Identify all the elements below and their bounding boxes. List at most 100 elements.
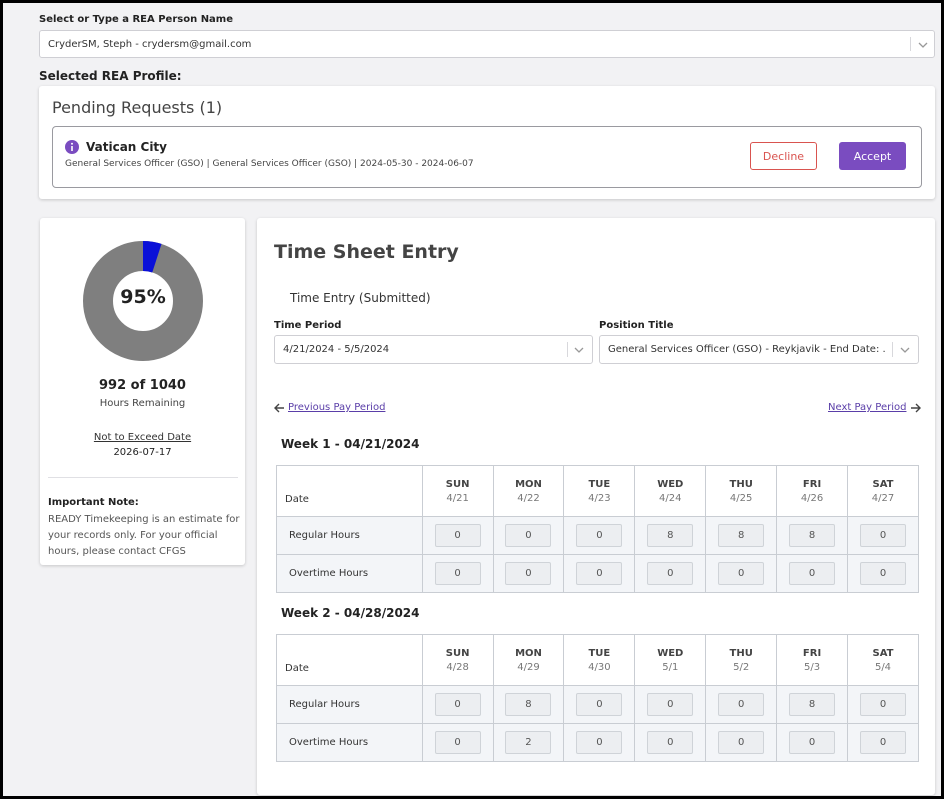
day-header: FRI 4/26 xyxy=(776,465,848,517)
day-name: WED xyxy=(657,478,684,490)
request-location: Vatican City xyxy=(86,140,167,154)
day-name: THU xyxy=(729,647,753,659)
regular-hours-input[interactable]: 8 xyxy=(789,524,836,547)
regular-hours-input[interactable]: 0 xyxy=(860,693,906,716)
day-date: 4/25 xyxy=(729,492,753,504)
pending-request-item: Vatican City General Services Officer (G… xyxy=(52,126,922,188)
overtime-hours-input[interactable]: 0 xyxy=(647,562,694,585)
overtime-hours-input[interactable]: 0 xyxy=(718,731,765,754)
overtime-hours-input[interactable]: 0 xyxy=(576,562,623,585)
pending-requests-card: Pending Requests (1) Vatican City Genera… xyxy=(39,86,935,199)
accept-button[interactable]: Accept xyxy=(839,142,906,170)
overtime-hours-input[interactable]: 2 xyxy=(505,731,552,754)
day-name: WED xyxy=(657,647,684,659)
overtime-hours-input[interactable]: 0 xyxy=(789,562,836,585)
day-date: 4/27 xyxy=(871,492,895,504)
chevron-down-icon[interactable] xyxy=(917,39,929,51)
previous-pay-period-label[interactable]: Previous Pay Period xyxy=(288,402,386,413)
day-header: WED 5/1 xyxy=(634,634,707,686)
regular-hours-input[interactable]: 0 xyxy=(434,524,481,547)
overtime-hours-input[interactable]: 0 xyxy=(505,562,552,585)
overtime-hours-input[interactable]: 0 xyxy=(647,731,694,754)
day-date: 4/26 xyxy=(800,492,824,504)
regular-hours-input[interactable]: 0 xyxy=(647,693,694,716)
regular-hours-input[interactable]: 0 xyxy=(576,524,623,547)
day-date: 4/23 xyxy=(588,492,611,504)
day-name: SUN xyxy=(445,647,470,659)
chevron-down-icon[interactable] xyxy=(899,344,911,356)
regular-hours-label: Regular Hours xyxy=(276,685,423,724)
nte-label: Not to Exceed Date xyxy=(93,432,192,443)
overtime-hours-label: Overtime Hours xyxy=(276,554,423,593)
day-header: SUN 4/28 xyxy=(421,634,494,686)
overtime-hours-row: Overtime Hours 0 2 0 0 0 0 0 xyxy=(276,723,919,762)
regular-hours-input[interactable]: 0 xyxy=(576,693,623,716)
decline-button[interactable]: Decline xyxy=(750,142,817,170)
timesheet-status: Time Entry (Submitted) xyxy=(290,291,431,305)
position-title-select[interactable]: General Services Officer (GSO) - Reykjav… xyxy=(599,335,919,364)
regular-hours-input[interactable]: 8 xyxy=(789,693,836,716)
day-date: 5/4 xyxy=(874,661,892,673)
date-header: Date xyxy=(276,634,423,686)
day-name: SAT xyxy=(872,647,894,659)
percent-label: 95% xyxy=(120,286,166,308)
overtime-hours-input[interactable]: 0 xyxy=(860,562,906,585)
position-title-label: Position Title xyxy=(599,320,674,331)
overtime-hours-input[interactable]: 0 xyxy=(789,731,836,754)
request-details: General Services Officer (GSO) | General… xyxy=(65,159,474,169)
overtime-hours-input[interactable]: 0 xyxy=(434,731,481,754)
day-name: TUE xyxy=(588,478,611,490)
day-header: SAT 5/4 xyxy=(847,634,919,686)
summary-divider xyxy=(48,477,238,478)
overtime-hours-input[interactable]: 0 xyxy=(434,562,481,585)
pending-requests-title: Pending Requests (1) xyxy=(52,98,223,117)
donut-used-segment xyxy=(83,241,203,361)
arrow-left-icon xyxy=(274,403,284,412)
day-date: 5/3 xyxy=(804,661,821,673)
regular-hours-input[interactable]: 0 xyxy=(860,524,906,547)
regular-hours-input[interactable]: 8 xyxy=(505,693,552,716)
hours-caption: Hours Remaining xyxy=(99,398,186,409)
timesheet-card: Time Sheet Entry Time Entry (Submitted) … xyxy=(257,218,935,795)
regular-hours-label: Regular Hours xyxy=(276,516,423,555)
overtime-hours-row: Overtime Hours 0 0 0 0 0 0 0 xyxy=(276,554,919,593)
regular-hours-input[interactable]: 0 xyxy=(434,693,481,716)
day-name: FRI xyxy=(802,478,822,490)
note-title: Important Note: xyxy=(48,497,139,508)
day-name: TUE xyxy=(588,647,611,659)
day-date: 4/24 xyxy=(659,492,682,504)
note-text: READY Timekeeping is an estimate for you… xyxy=(48,514,240,557)
person-select[interactable]: CryderSM, Steph - crydersm@gmail.com xyxy=(39,30,935,58)
previous-pay-period-link[interactable]: Previous Pay Period xyxy=(274,402,385,413)
hours-donut-chart xyxy=(83,241,203,361)
time-period-select[interactable]: 4/21/2024 - 5/5/2024 xyxy=(274,335,593,364)
day-header: MON 4/29 xyxy=(492,634,565,686)
regular-hours-input[interactable]: 8 xyxy=(647,524,694,547)
day-header: TUE 4/23 xyxy=(563,465,636,517)
info-icon xyxy=(65,140,79,154)
overtime-hours-input[interactable]: 0 xyxy=(718,562,765,585)
hours-count: 992 of 1040 xyxy=(99,378,186,393)
day-name: SUN xyxy=(445,478,470,490)
day-header: SUN 4/21 xyxy=(421,465,494,517)
day-name: MON xyxy=(515,478,542,490)
regular-hours-row: Regular Hours 0 8 0 0 0 8 0 xyxy=(276,685,919,724)
regular-hours-input[interactable]: 0 xyxy=(505,524,552,547)
day-date: 4/29 xyxy=(517,661,540,673)
overtime-hours-input[interactable]: 0 xyxy=(576,731,623,754)
chevron-down-icon[interactable] xyxy=(573,344,585,356)
date-header: Date xyxy=(276,465,423,517)
timesheet-title: Time Sheet Entry xyxy=(274,241,459,263)
regular-hours-input[interactable]: 8 xyxy=(718,524,765,547)
day-date: 4/28 xyxy=(446,661,469,673)
overtime-hours-input[interactable]: 0 xyxy=(860,731,906,754)
day-header: TUE 4/30 xyxy=(563,634,636,686)
regular-hours-row: Regular Hours 0 0 0 8 8 8 0 xyxy=(276,516,919,555)
day-header: THU 4/25 xyxy=(705,465,778,517)
next-pay-period-label[interactable]: Next Pay Period xyxy=(828,402,907,413)
day-date: 4/22 xyxy=(517,492,540,504)
nte-value: 2026-07-17 xyxy=(113,447,172,458)
regular-hours-input[interactable]: 0 xyxy=(718,693,765,716)
next-pay-period-link[interactable]: Next Pay Period xyxy=(828,402,922,413)
day-date: 5/2 xyxy=(733,661,750,673)
